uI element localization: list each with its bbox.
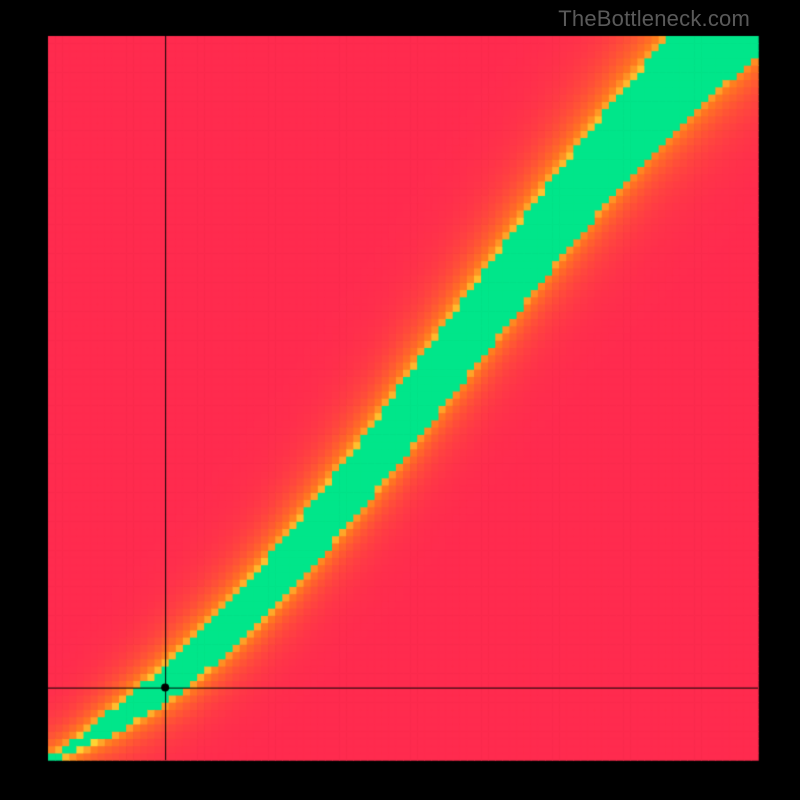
chart-container: TheBottleneck.com <box>0 0 800 800</box>
watermark-text: TheBottleneck.com <box>558 6 750 32</box>
heatmap-canvas <box>0 0 800 800</box>
